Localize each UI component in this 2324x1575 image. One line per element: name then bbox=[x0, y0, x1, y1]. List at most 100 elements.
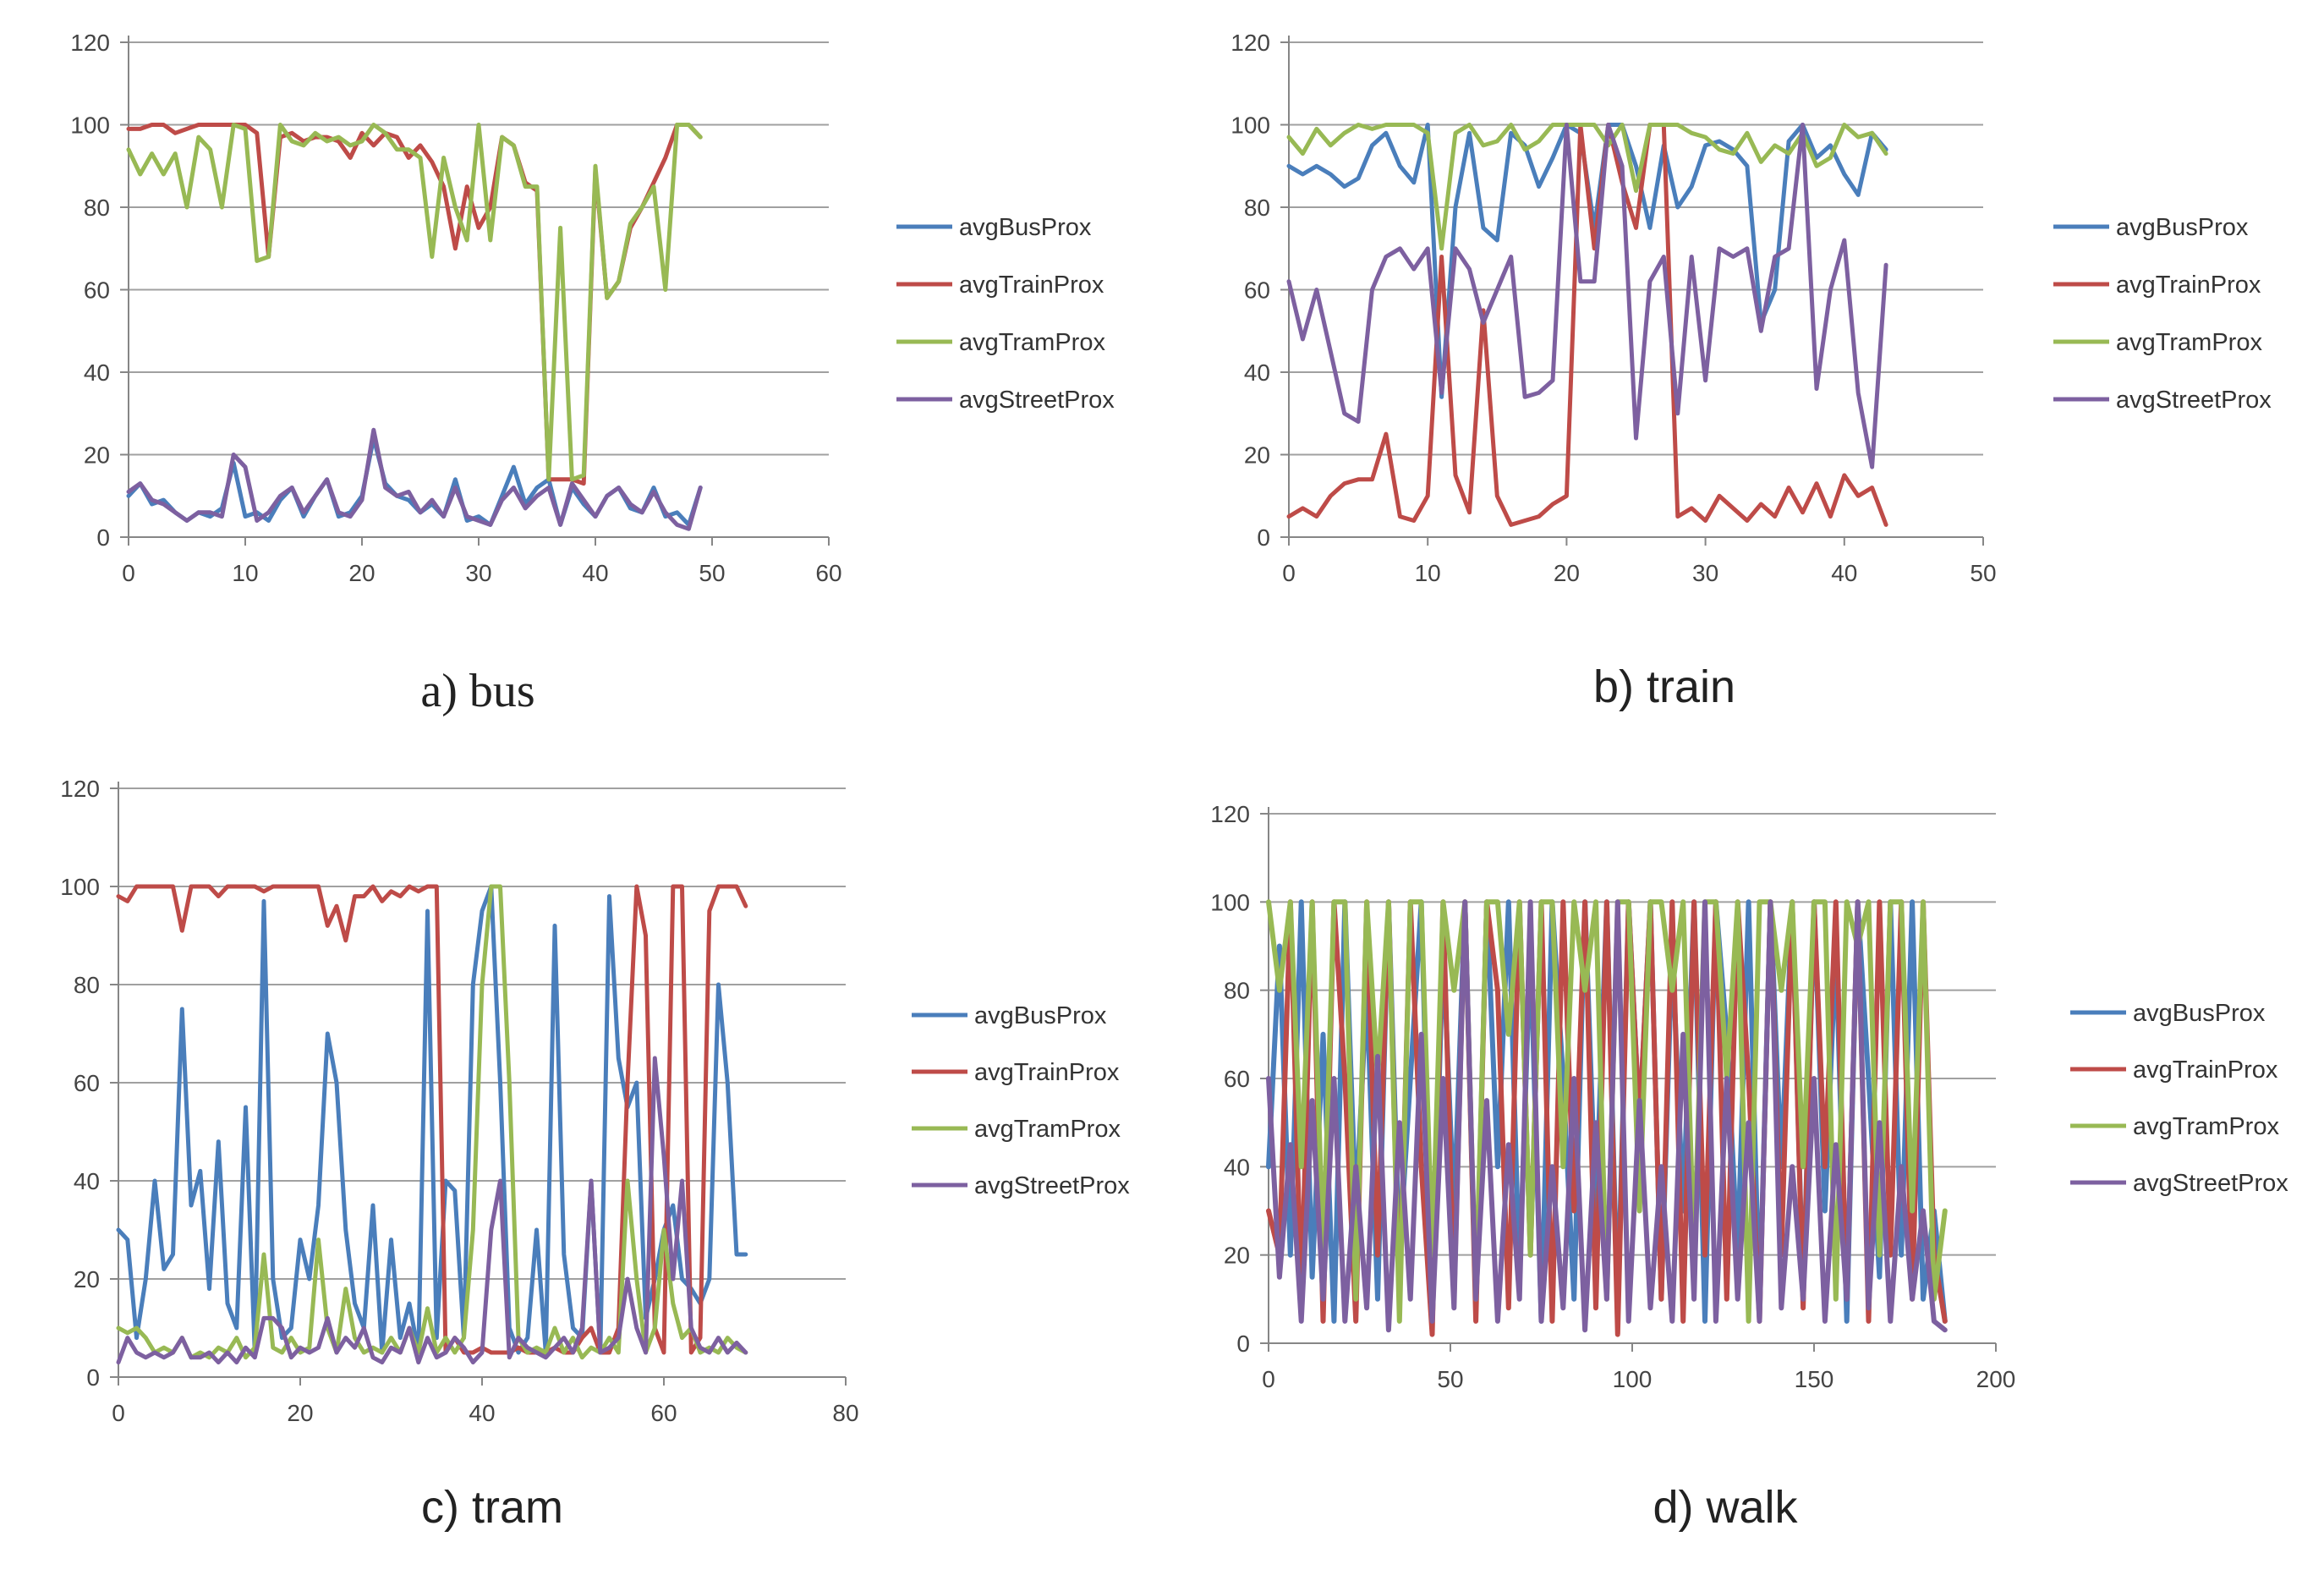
series-line-tram bbox=[116, 884, 748, 1360]
legend-label: avgStreetProx bbox=[974, 1172, 1130, 1199]
legend-item-street: avgStreetProx bbox=[912, 1172, 1130, 1199]
chart-2: 0 20 40 60 80 100 120 0 20 40 60 80 avgBusProx avgTra… bbox=[60, 776, 1130, 1533]
x-tick-label: 40 bbox=[1831, 560, 1857, 586]
y-tick-label: 60 bbox=[1244, 277, 1270, 304]
legend-label: avgStreetProx bbox=[2133, 1170, 2288, 1197]
x-tick-label: 50 bbox=[1437, 1366, 1463, 1392]
legend-item-street: avgStreetProx bbox=[2053, 387, 2272, 414]
chart-1: 0 20 40 60 80 100 120 0 10 20 30 40 50 avgBusProx avgT… bbox=[1231, 30, 2272, 712]
y-tick-label: 20 bbox=[1244, 442, 1270, 469]
y-tick-label: 120 bbox=[1210, 801, 1250, 827]
chart-caption: a) bus bbox=[420, 665, 534, 717]
y-tick-label: 80 bbox=[74, 972, 100, 998]
x-tick-label: 150 bbox=[1795, 1366, 1834, 1392]
y-tick-label: 40 bbox=[84, 359, 110, 386]
y-tick-label: 20 bbox=[74, 1266, 100, 1292]
y-tick-label: 0 bbox=[96, 524, 110, 551]
series-line-tram bbox=[126, 123, 703, 482]
y-tick-label: 120 bbox=[70, 30, 110, 56]
legend-item-tram: avgTramProx bbox=[2053, 329, 2262, 356]
legend-label: avgTramProx bbox=[2133, 1113, 2279, 1140]
y-tick-label: 80 bbox=[84, 195, 110, 221]
x-tick-label: 20 bbox=[287, 1400, 313, 1426]
y-tick-label: 20 bbox=[1224, 1243, 1250, 1269]
legend-item-street: avgStreetProx bbox=[896, 387, 1115, 414]
x-tick-label: 0 bbox=[1262, 1366, 1275, 1392]
y-tick-label: 60 bbox=[1224, 1066, 1250, 1092]
x-tick-label: 80 bbox=[832, 1400, 858, 1426]
y-tick-label: 80 bbox=[1224, 978, 1250, 1004]
y-tick-label: 20 bbox=[84, 442, 110, 469]
legend-item-bus: avgBusProx bbox=[912, 1002, 1107, 1029]
x-tick-label: 0 bbox=[122, 560, 135, 586]
y-tick-label: 100 bbox=[60, 874, 100, 900]
x-tick-label: 200 bbox=[1976, 1366, 2016, 1392]
x-tick-label: 10 bbox=[1415, 560, 1441, 586]
legend-label: avgBusProx bbox=[974, 1002, 1107, 1029]
y-tick-label: 0 bbox=[1236, 1331, 1250, 1357]
x-tick-label: 40 bbox=[469, 1400, 495, 1426]
chart-caption: b) train bbox=[1593, 661, 1735, 712]
x-tick-label: 40 bbox=[582, 560, 608, 586]
chart-0: 0 20 40 60 80 100 120 0 10 20 30 40 50 60 avgBusProx av… bbox=[70, 30, 1115, 717]
legend-label: avgTrainProx bbox=[959, 272, 1104, 299]
y-tick-label: 60 bbox=[84, 277, 110, 304]
series-line-street bbox=[126, 427, 703, 531]
series-line-street bbox=[1266, 899, 1948, 1333]
legend-item-tram: avgTramProx bbox=[912, 1116, 1121, 1143]
series-line-tram bbox=[1286, 123, 1888, 251]
y-tick-label: 100 bbox=[70, 112, 110, 139]
legend-item-bus: avgBusProx bbox=[2070, 1000, 2266, 1027]
x-tick-label: 50 bbox=[1970, 560, 1996, 586]
series-line-bus bbox=[116, 884, 748, 1355]
legend-label: avgTrainProx bbox=[2133, 1056, 2278, 1084]
x-tick-label: 0 bbox=[112, 1400, 125, 1426]
y-tick-label: 80 bbox=[1244, 195, 1270, 221]
y-tick-label: 0 bbox=[1257, 524, 1270, 551]
y-tick-label: 100 bbox=[1231, 112, 1270, 139]
chart-caption: d) walk bbox=[1653, 1482, 1798, 1533]
y-tick-label: 40 bbox=[74, 1168, 100, 1194]
legend-item-train: avgTrainProx bbox=[2070, 1056, 2278, 1084]
legend-label: avgStreetProx bbox=[959, 387, 1115, 414]
x-tick-label: 20 bbox=[1554, 560, 1580, 586]
legend-label: avgTrainProx bbox=[974, 1059, 1120, 1086]
chart-3: 0 20 40 60 80 100 120 0 50 100 150 200 avgBusProx avg… bbox=[1210, 801, 2288, 1533]
series-line-street bbox=[1286, 123, 1888, 469]
y-tick-label: 40 bbox=[1244, 359, 1270, 386]
y-tick-label: 120 bbox=[60, 776, 100, 802]
series-line-street bbox=[116, 1056, 748, 1365]
legend-label: avgStreetProx bbox=[2116, 387, 2272, 414]
series-line-train bbox=[116, 884, 748, 1355]
legend-item-train: avgTrainProx bbox=[896, 272, 1104, 299]
y-tick-label: 0 bbox=[86, 1364, 100, 1391]
legend-item-train: avgTrainProx bbox=[912, 1059, 1120, 1086]
x-tick-label: 10 bbox=[232, 560, 258, 586]
x-tick-label: 0 bbox=[1282, 560, 1296, 586]
x-tick-label: 60 bbox=[815, 560, 841, 586]
x-tick-label: 30 bbox=[1692, 560, 1718, 586]
legend-item-bus: avgBusProx bbox=[2053, 214, 2249, 241]
legend-item-bus: avgBusProx bbox=[896, 214, 1092, 241]
legend-label: avgTramProx bbox=[959, 329, 1105, 356]
y-tick-label: 120 bbox=[1231, 30, 1270, 56]
legend-label: avgBusProx bbox=[2116, 214, 2249, 241]
x-tick-label: 30 bbox=[465, 560, 491, 586]
x-tick-label: 20 bbox=[348, 560, 375, 586]
legend-item-tram: avgTramProx bbox=[896, 329, 1105, 356]
legend-label: avgBusProx bbox=[959, 214, 1092, 241]
legend-item-train: avgTrainProx bbox=[2053, 272, 2261, 299]
x-tick-label: 50 bbox=[699, 560, 725, 586]
legend-label: avgTramProx bbox=[974, 1116, 1121, 1143]
legend-label: avgTrainProx bbox=[2116, 272, 2261, 299]
y-tick-label: 40 bbox=[1224, 1154, 1250, 1180]
chart-caption: c) tram bbox=[421, 1482, 563, 1533]
y-tick-label: 100 bbox=[1210, 889, 1250, 915]
y-tick-label: 60 bbox=[74, 1070, 100, 1096]
legend-item-tram: avgTramProx bbox=[2070, 1113, 2279, 1140]
x-tick-label: 100 bbox=[1613, 1366, 1653, 1392]
legend-label: avgTramProx bbox=[2116, 329, 2262, 356]
legend-item-street: avgStreetProx bbox=[2070, 1170, 2288, 1197]
series-line-train bbox=[1286, 123, 1888, 527]
